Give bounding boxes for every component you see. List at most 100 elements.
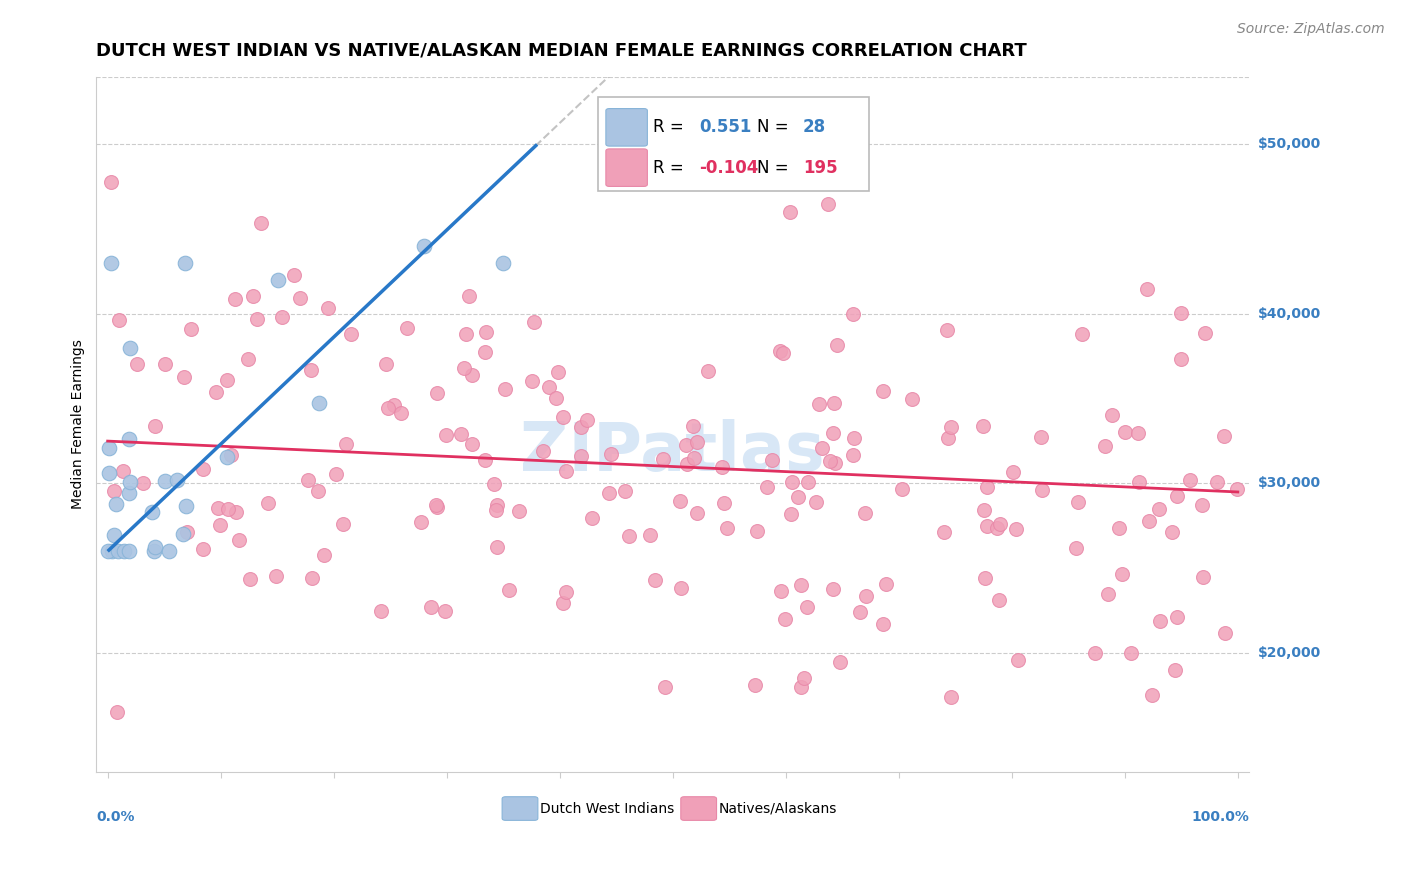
Point <box>569 450 592 464</box>
Point <box>901 392 924 406</box>
Point <box>1094 439 1116 453</box>
Point <box>1213 428 1236 442</box>
Point <box>266 568 288 582</box>
Point <box>103 484 125 499</box>
Point <box>817 196 839 211</box>
Point <box>787 490 810 504</box>
Point <box>221 448 243 462</box>
Point <box>107 544 129 558</box>
Point <box>1114 425 1136 439</box>
Point <box>1084 646 1107 660</box>
Point <box>1226 482 1249 496</box>
Point <box>1066 541 1088 555</box>
Point <box>141 505 163 519</box>
Text: 0.551: 0.551 <box>699 119 752 136</box>
Text: DUTCH WEST INDIAN VS NATIVE/ALASKAN MEDIAN FEMALE EARNINGS CORRELATION CHART: DUTCH WEST INDIAN VS NATIVE/ALASKAN MEDI… <box>97 42 1028 60</box>
Point <box>551 596 574 610</box>
Text: 0.0%: 0.0% <box>97 810 135 824</box>
Point <box>848 605 870 619</box>
Point <box>821 582 844 596</box>
Point <box>485 541 508 555</box>
Point <box>389 406 412 420</box>
Point <box>132 476 155 491</box>
Point <box>941 420 963 434</box>
Point <box>972 419 994 434</box>
Point <box>426 500 449 515</box>
Point <box>974 571 997 585</box>
Point <box>270 310 292 324</box>
Point <box>100 256 122 270</box>
Point <box>769 584 792 599</box>
Point <box>208 517 231 532</box>
Point <box>217 450 239 465</box>
Point <box>180 322 202 336</box>
Point <box>651 451 673 466</box>
Point <box>217 373 239 387</box>
Point <box>236 351 259 366</box>
Text: N =: N = <box>756 159 789 177</box>
Point <box>332 516 354 531</box>
Point <box>283 268 305 282</box>
Point <box>1178 473 1201 487</box>
Point <box>598 486 620 500</box>
Point <box>811 441 834 455</box>
Point <box>686 434 709 449</box>
Point <box>370 604 392 618</box>
Point <box>413 239 436 253</box>
Point <box>239 572 262 586</box>
Point <box>644 573 666 587</box>
Point <box>780 475 803 489</box>
Point <box>1142 689 1164 703</box>
Text: -0.104: -0.104 <box>699 159 759 177</box>
Point <box>176 524 198 539</box>
Point <box>761 453 783 467</box>
Point <box>808 397 831 411</box>
Point <box>340 326 363 341</box>
Point <box>120 341 142 355</box>
Point <box>316 301 339 315</box>
Point <box>433 604 456 618</box>
Text: Natives/Alaskans: Natives/Alaskans <box>718 802 837 815</box>
Text: $40,000: $40,000 <box>1257 307 1320 321</box>
Point <box>669 581 692 595</box>
Point <box>872 616 894 631</box>
Point <box>384 398 406 412</box>
Point <box>335 437 357 451</box>
Text: ZIPatlas: ZIPatlas <box>520 419 825 485</box>
Point <box>523 315 546 329</box>
Point <box>142 544 165 558</box>
Point <box>576 413 599 427</box>
Point <box>824 456 846 470</box>
Point <box>756 479 779 493</box>
Point <box>1126 425 1149 440</box>
Point <box>1004 523 1026 537</box>
Point <box>97 441 120 455</box>
FancyBboxPatch shape <box>606 149 647 186</box>
Point <box>474 453 496 467</box>
Point <box>769 343 792 358</box>
Point <box>1149 501 1171 516</box>
Point <box>508 504 530 518</box>
Point <box>1108 521 1130 535</box>
Point <box>143 540 166 554</box>
Point <box>97 544 120 558</box>
Point <box>875 577 897 591</box>
Point <box>941 690 963 704</box>
Point <box>1067 495 1090 509</box>
Point <box>101 544 124 558</box>
Point <box>554 585 576 599</box>
Point <box>1031 483 1053 498</box>
Point <box>485 503 508 517</box>
Point <box>100 175 122 189</box>
Text: $20,000: $20,000 <box>1257 646 1320 660</box>
Point <box>375 358 398 372</box>
Point <box>537 380 560 394</box>
Point <box>98 466 121 480</box>
Point <box>288 291 311 305</box>
Text: N =: N = <box>756 119 789 136</box>
Y-axis label: Median Female Earnings: Median Female Earnings <box>72 339 86 509</box>
Point <box>1097 587 1119 601</box>
Point <box>377 401 399 416</box>
Point <box>475 326 498 340</box>
Point <box>453 360 475 375</box>
